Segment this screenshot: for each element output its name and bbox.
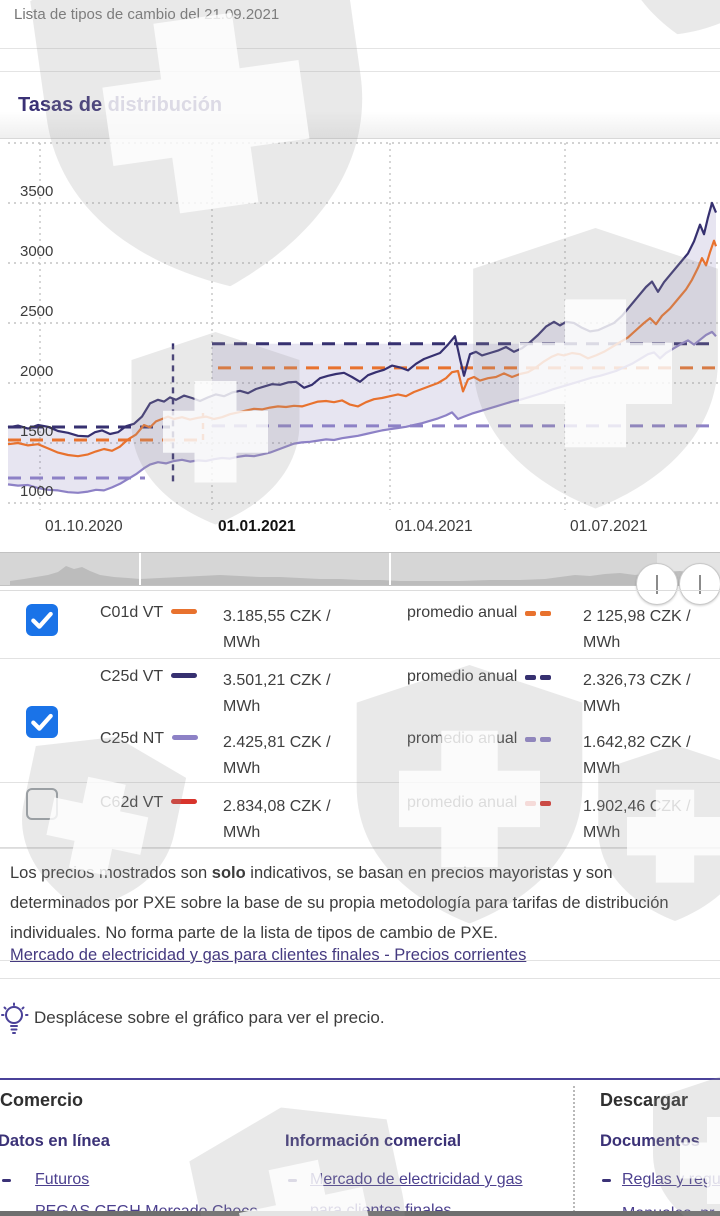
tip-text: Desplácese sobre el gráfico para ver el … [34, 1008, 385, 1027]
svg-text:01.10.2020: 01.10.2020 [45, 518, 123, 535]
chart-navigator[interactable] [0, 552, 720, 586]
navigator-handle-right[interactable] [679, 563, 720, 605]
average-dash-swatch [525, 793, 555, 811]
average-dash-swatch [525, 729, 555, 747]
section-header: Tasas de distribución [0, 72, 720, 139]
footer-subheading-datos-en-linea: Datos en línea [0, 1132, 110, 1150]
series-average-value: 1.902,46 CZK / MWh [583, 798, 691, 841]
average-dash-swatch [525, 667, 555, 685]
footer-subheading-informacion-comercial: Información comercial [285, 1132, 462, 1150]
series-average-value: 1.642,82 CZK / MWh [583, 734, 691, 777]
series-last-value: 2.834,08 CZK / MWh [223, 798, 331, 841]
footer-link-reglas[interactable]: Reglas y regu [622, 1171, 720, 1188]
svg-text:1500: 1500 [20, 423, 53, 440]
series-color-swatch [171, 673, 198, 679]
shield-watermark-icon [619, 0, 720, 35]
divider [0, 658, 720, 659]
distribution-rates-chart[interactable]: 3500 3000 2500 2000 1500 1000 01.10.2020 01.01.… [0, 138, 720, 548]
footer-heading-comercio: Comercio [0, 1090, 84, 1110]
series-color-swatch [171, 609, 198, 615]
svg-text:1000: 1000 [20, 483, 53, 500]
bullet-icon [602, 1179, 611, 1182]
checkbox-c25d-group[interactable] [26, 706, 58, 738]
series-last-value: 3.501,21 CZK / MWh [223, 672, 331, 715]
series-average-label: promedio anual [407, 794, 555, 812]
bullet-icon [2, 1179, 11, 1182]
footer-column-divider [573, 1086, 575, 1216]
series-last-value: 2.425,81 CZK / MWh [223, 734, 331, 777]
svg-text:3000: 3000 [20, 243, 53, 260]
navigator-minichart[interactable] [0, 552, 720, 586]
series-color-swatch [171, 799, 198, 805]
bottom-edge-bar [0, 1211, 720, 1216]
check-icon [31, 713, 53, 731]
footer-top-divider [0, 1078, 720, 1080]
chart-canvas[interactable]: 3500 3000 2500 2000 1500 1000 01.10.2020 01.01.… [0, 138, 720, 548]
series-last-value: 3.185,55 CZK / MWh [223, 608, 331, 651]
series-average-label: promedio anual [407, 730, 555, 748]
series-label: C62d VT [100, 794, 198, 812]
footer-subheading-documentos: Documentos [600, 1132, 700, 1150]
lightbulb-icon [1, 1002, 29, 1034]
chart-tip: Desplácese sobre el gráfico para ver el … [0, 1000, 720, 1044]
footer-heading-descargar: Descargar [600, 1090, 689, 1110]
series-average-label: promedio anual [407, 668, 555, 686]
check-icon [31, 611, 53, 629]
current-prices-link[interactable]: Mercado de electricidad y gas para clien… [10, 946, 527, 964]
series-average-value: 2.326,73 CZK / MWh [583, 672, 691, 715]
checkbox-c62d-vt[interactable] [26, 788, 58, 820]
footer-link-mercado-clientes-finales[interactable]: Mercado de electricidad y gas para clien… [310, 1171, 523, 1216]
svg-text:01.04.2021: 01.04.2021 [395, 518, 473, 535]
series-average-label: promedio anual [407, 604, 555, 622]
footer-link-manuales[interactable]: Manuales, pr [622, 1198, 715, 1216]
divider [0, 71, 720, 72]
divider [0, 782, 720, 783]
series-label: C25d VT [100, 668, 198, 686]
svg-text:2500: 2500 [20, 303, 53, 320]
series-label: C01d VT [100, 604, 198, 622]
svg-text:2000: 2000 [20, 363, 53, 380]
divider [0, 48, 720, 49]
current-prices-link-row: Mercado de electricidad y gas para clien… [0, 938, 720, 979]
page-title: Tasas de distribución [18, 94, 223, 116]
navigator-handle-left[interactable] [636, 563, 678, 605]
svg-text:3500: 3500 [20, 183, 53, 200]
svg-text:01.01.2021: 01.01.2021 [218, 518, 296, 535]
svg-text:01.07.2021: 01.07.2021 [570, 518, 648, 535]
series-legend-table: C01d VT 3.185,55 CZK / MWh promedio anua… [0, 590, 720, 848]
average-dash-swatch [525, 603, 555, 621]
bullet-icon [288, 1179, 297, 1182]
checkbox-c01d-vt[interactable] [26, 604, 58, 636]
series-average-value: 2 125,98 CZK / MWh [583, 608, 691, 651]
series-label: C25d NT [100, 730, 199, 748]
series-color-swatch [172, 735, 199, 741]
exchange-list-date-note: Lista de tipos de cambio del 21.09.2021 [14, 6, 280, 23]
footer-link-futuros[interactable]: Futuros [35, 1171, 90, 1188]
